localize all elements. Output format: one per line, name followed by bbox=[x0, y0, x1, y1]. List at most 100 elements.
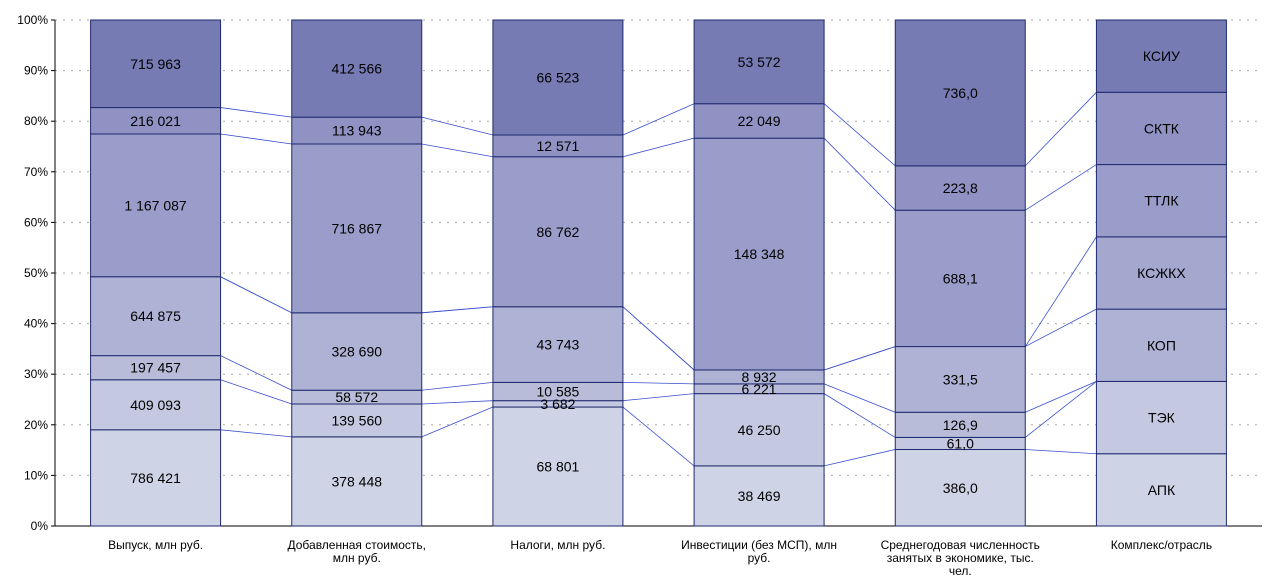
connector-line bbox=[421, 306, 493, 314]
data-label: 139 560 bbox=[331, 412, 382, 428]
bar-segment bbox=[1095, 91, 1227, 166]
data-label: 197 457 bbox=[130, 360, 181, 376]
y-tick-label: 60% bbox=[24, 215, 48, 229]
data-label: 58 572 bbox=[335, 389, 378, 405]
data-label: 148 348 bbox=[734, 246, 785, 262]
connector-line bbox=[220, 133, 292, 145]
data-labels: 786 421 409 093 197 457 644 875 1 167 087 216… bbox=[124, 48, 1186, 504]
bar-segment bbox=[90, 429, 222, 527]
category-label: Выпуск, млн руб. bbox=[108, 538, 203, 552]
bar-segment bbox=[291, 312, 423, 391]
category-label-line: млн руб. bbox=[333, 551, 381, 565]
connector-line bbox=[622, 137, 695, 158]
data-label: 61,0 bbox=[947, 435, 974, 451]
connector-line bbox=[823, 393, 896, 438]
connector-line bbox=[220, 379, 292, 405]
data-label: 386,0 bbox=[943, 480, 978, 496]
connector-line bbox=[823, 449, 896, 467]
bar-segment bbox=[1095, 380, 1227, 455]
bar-segment bbox=[90, 19, 222, 109]
axes: 0% 10% 20% 30% 40% 50% 60% 70% 80% 90% 100% bbox=[17, 13, 1262, 533]
data-label: 331,5 bbox=[943, 371, 978, 387]
connector-line bbox=[421, 400, 493, 405]
connector-line bbox=[421, 406, 494, 438]
y-tick-label: 80% bbox=[24, 114, 48, 128]
connector-line bbox=[220, 355, 292, 391]
bar-segment bbox=[894, 411, 1026, 438]
data-label: 328 690 bbox=[331, 344, 382, 360]
y-tick-label: 70% bbox=[24, 165, 48, 179]
connector-line bbox=[622, 103, 695, 136]
bar-segment bbox=[693, 465, 825, 527]
category-label: Добавленная стоимость, млн руб. bbox=[288, 538, 427, 565]
bar-segment bbox=[894, 209, 1026, 348]
data-label: КОП bbox=[1147, 337, 1176, 353]
y-tick-label: 0% bbox=[31, 519, 49, 533]
data-label: 3 682 bbox=[540, 396, 575, 412]
bar-segment bbox=[291, 143, 423, 314]
data-label: 12 571 bbox=[537, 138, 580, 154]
data-label: 1 167 087 bbox=[124, 197, 186, 213]
y-tick-label: 30% bbox=[24, 367, 48, 381]
data-label: 736,0 bbox=[943, 85, 978, 101]
bar-segment bbox=[894, 19, 1026, 167]
category-label-line: Налоги, млн руб. bbox=[510, 538, 605, 552]
connector-line bbox=[220, 429, 292, 438]
data-label: 786 421 bbox=[130, 470, 181, 486]
bar-segment bbox=[693, 393, 825, 467]
bar-segment bbox=[291, 436, 423, 527]
connector-line bbox=[421, 381, 493, 391]
series-connectors bbox=[220, 92, 1097, 467]
data-label: 68 801 bbox=[537, 459, 580, 475]
connector-line bbox=[421, 143, 493, 158]
bar-segment bbox=[90, 276, 222, 357]
data-label: КСЖКХ bbox=[1137, 265, 1186, 281]
connector-line bbox=[622, 306, 695, 371]
bar-segment bbox=[90, 355, 222, 381]
bar-segment bbox=[90, 107, 222, 135]
connector-line bbox=[1024, 236, 1097, 347]
y-tick-label: 10% bbox=[24, 468, 48, 482]
data-label: 38 469 bbox=[738, 488, 781, 504]
bar-segment bbox=[492, 19, 624, 136]
y-tick-label: 40% bbox=[24, 317, 48, 331]
data-label: 66 523 bbox=[537, 70, 580, 86]
data-label: 86 762 bbox=[537, 224, 580, 240]
category-label: Инвестиции (без МСП), млн руб. bbox=[681, 538, 837, 565]
y-tick-label: 50% bbox=[24, 266, 48, 280]
connector-line bbox=[823, 383, 896, 413]
bar-segment bbox=[90, 379, 222, 431]
data-label: 113 943 bbox=[332, 123, 382, 139]
bar-segment bbox=[492, 156, 624, 308]
bar-segment bbox=[291, 403, 423, 438]
category-label-line: Инвестиции (без МСП), млн bbox=[681, 538, 837, 552]
connector-line bbox=[1024, 92, 1097, 167]
bar-segment bbox=[693, 137, 825, 371]
bar-segment bbox=[1095, 19, 1227, 93]
bar-segment bbox=[291, 116, 423, 145]
data-label: КСИУ bbox=[1143, 48, 1180, 64]
connector-line bbox=[823, 346, 896, 371]
category-label-line: занятых в экономике, тыс. bbox=[887, 551, 1034, 565]
category-label: Среднегодовая численность занятых в эконо… bbox=[881, 538, 1040, 578]
bar-segment bbox=[894, 449, 1026, 527]
y-tick-label: 100% bbox=[17, 13, 48, 27]
connector-line bbox=[421, 116, 494, 136]
category-label-line: чел. bbox=[949, 564, 972, 578]
category-label-line: руб. bbox=[748, 551, 771, 565]
category-label: Комплекс/отрасль bbox=[1111, 538, 1212, 552]
bar-segment bbox=[1095, 164, 1227, 238]
data-label: 223,8 bbox=[943, 180, 978, 196]
data-label: 43 743 bbox=[537, 337, 580, 353]
connector-line bbox=[1025, 381, 1097, 413]
data-label: 716 867 bbox=[331, 220, 382, 236]
data-label: ТЭК bbox=[1148, 410, 1176, 426]
data-label: 53 572 bbox=[738, 54, 781, 70]
connector-line bbox=[823, 103, 896, 167]
bar-segment bbox=[1095, 236, 1227, 310]
data-label: 10 585 bbox=[537, 384, 580, 400]
connector-line bbox=[1025, 381, 1097, 438]
bar-segment bbox=[1095, 308, 1227, 382]
bar-segment bbox=[492, 406, 624, 527]
